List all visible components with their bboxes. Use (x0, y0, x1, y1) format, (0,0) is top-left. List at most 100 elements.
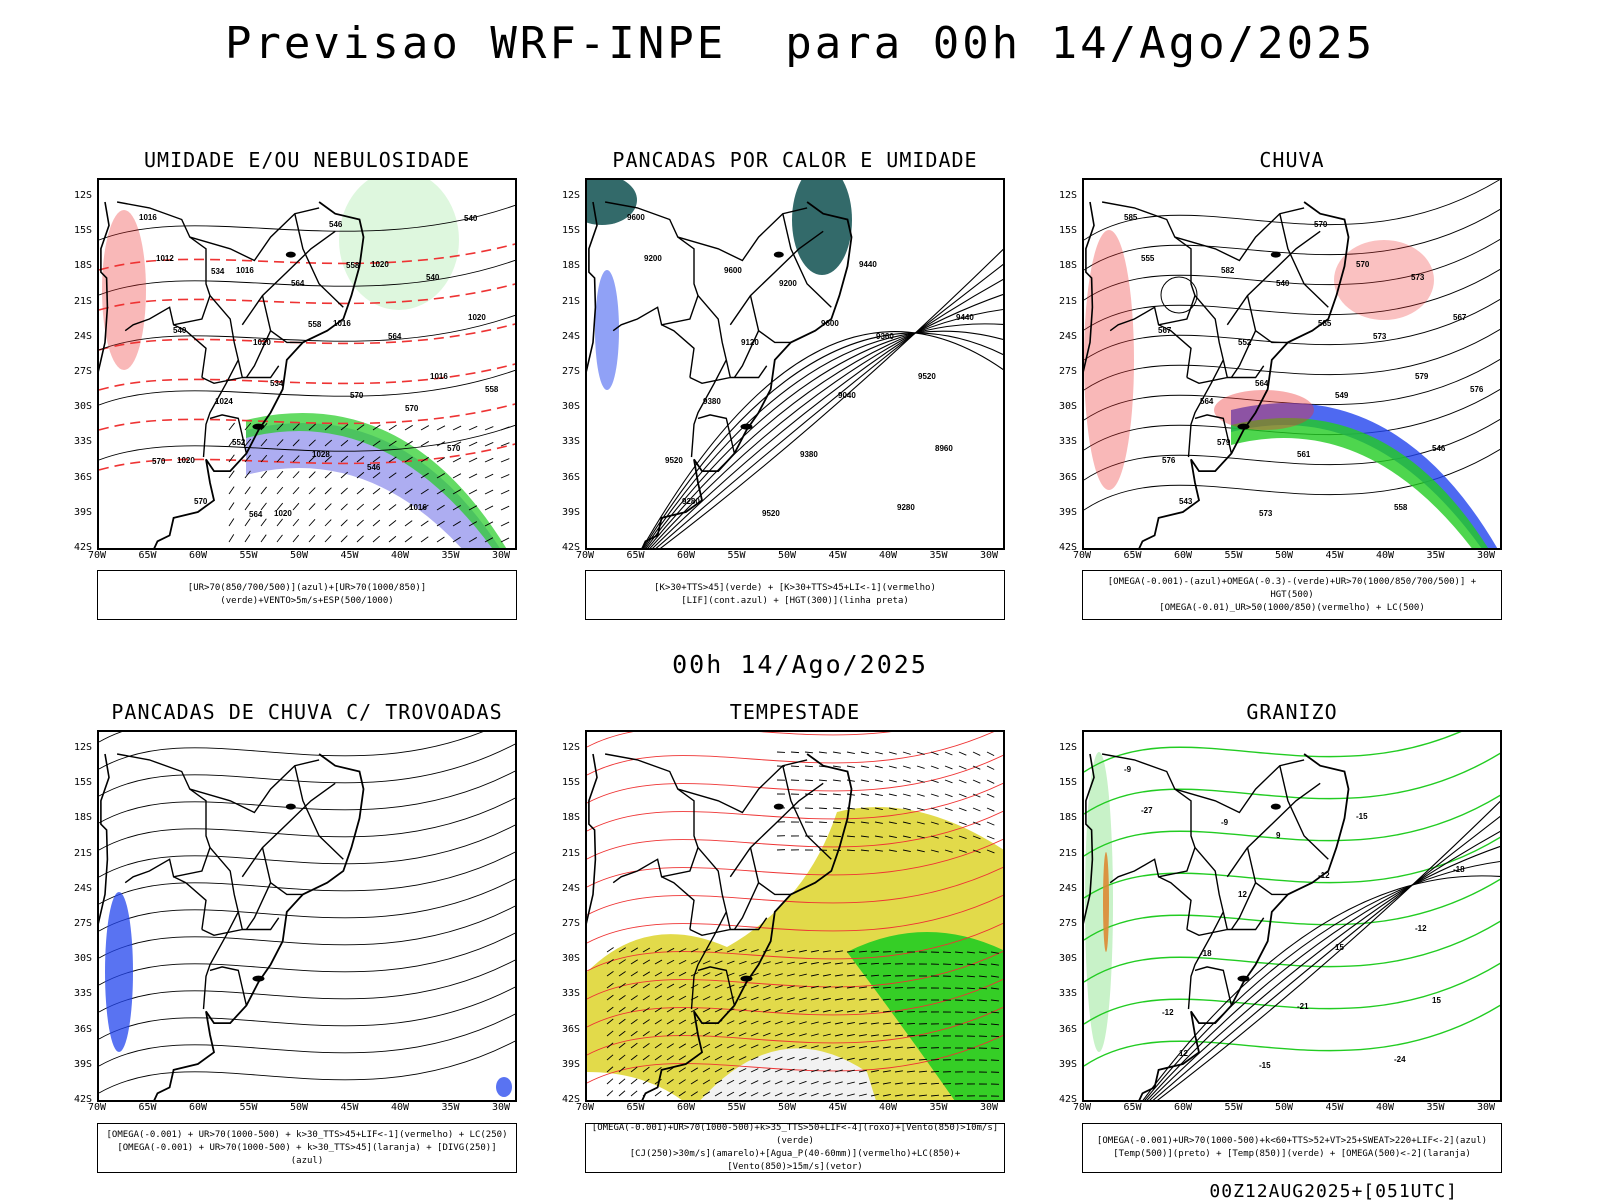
longitude-tick-label: 65W (1118, 1102, 1148, 1113)
latitude-tick-label: 30S (550, 953, 580, 964)
wind-vector (903, 780, 911, 782)
wind-vector (987, 794, 994, 797)
wind-vector (861, 766, 869, 768)
wind-vector (871, 951, 879, 952)
contour-label: 534 (270, 379, 284, 388)
contour-label: 576 (1162, 456, 1176, 465)
wind-vector (501, 506, 509, 510)
wind-vector (469, 490, 477, 494)
longitude-tick-label: 70W (1067, 550, 1097, 561)
wind-vector (277, 535, 282, 542)
panel-legend: [OMEGA(-0.001)-(azul)+OMEGA(-0.3)-(verde… (1082, 570, 1502, 620)
wind-vector (229, 423, 235, 430)
wind-vector (325, 472, 332, 478)
contour-label: 15 (1432, 996, 1441, 1005)
lifted-index-area-blue (595, 270, 619, 390)
latitude-tick-label: 18S (1047, 812, 1077, 823)
contour-label: 540 (464, 214, 478, 223)
contour-label: -18 (1453, 865, 1465, 874)
panel-legend: [K>30+TTS>45](verde) + [K>30+TTS>45+LI<-… (585, 570, 1005, 620)
longitude-tick-label: 35W (436, 550, 466, 561)
contour-label: 9120 (741, 338, 759, 347)
wind-vector (895, 999, 903, 1000)
wind-vector (325, 488, 331, 494)
longitude-tick-label: 65W (133, 550, 163, 561)
wind-vector (405, 521, 412, 526)
legend-line: [Temp(500)](preto) + [Temp(850)](verde) … (1087, 1148, 1497, 1161)
latitude-tick-label: 30S (62, 401, 92, 412)
wind-vector (245, 503, 250, 510)
wind-vector (631, 1079, 637, 1084)
contour-label: 543 (1179, 497, 1193, 506)
legend-line: [K>30+TTS>45](verde) + [K>30+TTS>45+LI<-… (590, 582, 1000, 595)
longitude-tick-label: 60W (183, 1102, 213, 1113)
wind-vector (833, 752, 841, 753)
wind-vector (889, 752, 897, 754)
legend-line: [UR>70(850/700/500)](azul)+[UR>70(1000/8… (102, 582, 512, 608)
contour-label: 9600 (627, 213, 645, 222)
wind-vector (501, 490, 509, 494)
contour-label: 1020 (274, 509, 292, 518)
latitude-tick-label: 12S (62, 190, 92, 201)
state-border (246, 883, 270, 930)
contour-label: 570 (1356, 260, 1370, 269)
longitude-tick-label: 60W (1168, 550, 1198, 561)
contour-label: 15 (1335, 943, 1344, 952)
wind-vector (945, 752, 952, 755)
contour-label: 12 (1238, 890, 1247, 899)
latitude-tick-label: 12S (1047, 190, 1077, 201)
streamline (99, 904, 517, 958)
longitude-tick-label: 70W (570, 1102, 600, 1113)
wind-vector (959, 766, 966, 769)
lake (252, 424, 264, 430)
wind-vector (833, 836, 841, 837)
wind-vector (917, 794, 925, 796)
legend-line: [OMEGA(-0.001) + UR>70(1000-500) + k>30_… (102, 1142, 512, 1168)
longitude-tick-label: 65W (621, 550, 651, 561)
wind-vector (453, 474, 461, 478)
wind-vector (325, 504, 331, 510)
contour-label: 570 (194, 497, 208, 506)
wind-vector (277, 471, 283, 478)
wind-vector (453, 426, 461, 430)
latitude-tick-label: 39S (1047, 1059, 1077, 1070)
latitude-tick-label: 18S (62, 260, 92, 271)
wind-vector (619, 1079, 625, 1084)
contour-label: 546 (367, 463, 381, 472)
lake (774, 252, 784, 258)
longitude-tick-label: 60W (671, 1102, 701, 1113)
longitude-tick-label: 40W (385, 1102, 415, 1113)
longitude-tick-label: 45W (823, 550, 853, 561)
wind-vector (325, 520, 331, 526)
wind-vector (501, 538, 509, 542)
latitude-tick-label: 27S (62, 918, 92, 929)
streamline-850 (587, 754, 1005, 804)
contour-label: -9 (1124, 765, 1132, 774)
wind-vector (485, 442, 493, 446)
latitude-tick-label: 15S (1047, 777, 1077, 788)
contour-label: 9200 (779, 279, 797, 288)
latitude-tick-label: 15S (550, 225, 580, 236)
isotherm-850 (1084, 835, 1502, 898)
state-border (204, 296, 239, 458)
longitude-tick-label: 50W (284, 550, 314, 561)
contour-label: -12 (1415, 924, 1427, 933)
wind-vector (805, 766, 813, 767)
panel-title: UMIDADE E/OU NEBULOSIDADE (97, 148, 517, 172)
state-border (613, 848, 698, 883)
longitude-tick-label: 40W (1370, 1102, 1400, 1113)
longitude-tick-label: 55W (1219, 550, 1249, 561)
wind-vector (389, 520, 396, 526)
wind-vector (485, 474, 493, 478)
contour-label: 579 (1415, 372, 1429, 381)
latitude-tick-label: 24S (62, 883, 92, 894)
longitude-tick-label: 35W (924, 1102, 954, 1113)
wind-vector (501, 443, 509, 446)
wind-vector (903, 766, 911, 768)
latitude-tick-label: 21S (550, 296, 580, 307)
lake (252, 976, 264, 982)
wind-vector (903, 794, 911, 796)
wind-vector (907, 1023, 915, 1024)
wind-vector (229, 503, 234, 510)
